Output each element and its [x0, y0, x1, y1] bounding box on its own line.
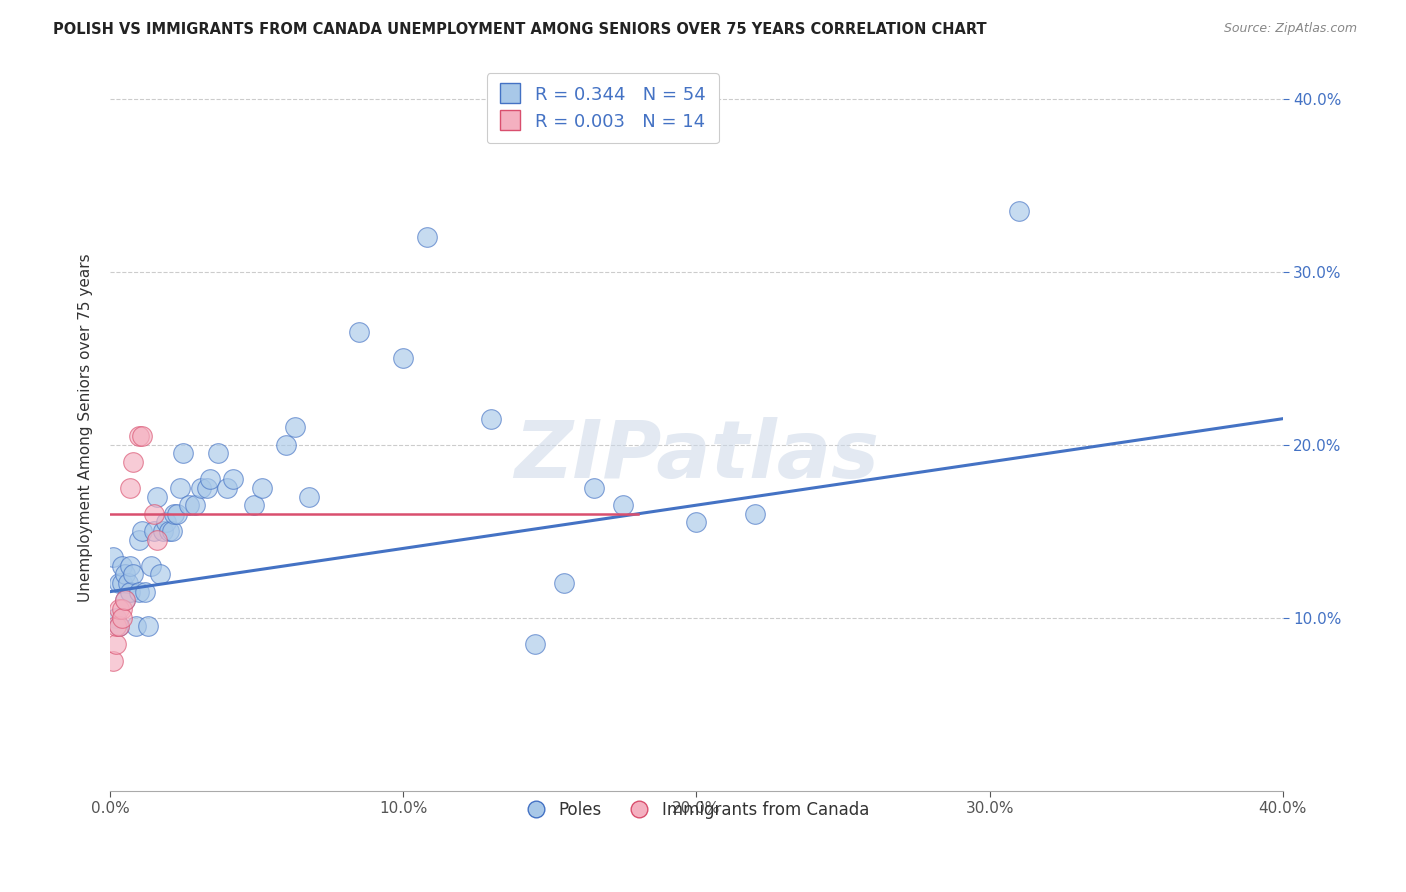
- Point: [179, 498, 201, 512]
- Point: [111, 610, 134, 624]
- Point: [392, 351, 415, 365]
- Point: [582, 481, 605, 495]
- Point: [169, 481, 191, 495]
- Point: [107, 576, 129, 591]
- Point: [114, 593, 136, 607]
- Point: [114, 593, 136, 607]
- Point: [120, 558, 142, 573]
- Point: [172, 446, 194, 460]
- Point: [347, 325, 370, 339]
- Point: [131, 429, 153, 443]
- Point: [107, 602, 129, 616]
- Point: [155, 516, 177, 530]
- Point: [114, 567, 136, 582]
- Point: [104, 636, 127, 650]
- Point: [157, 524, 180, 538]
- Point: [142, 507, 165, 521]
- Point: [190, 481, 212, 495]
- Point: [142, 524, 165, 538]
- Point: [479, 411, 502, 425]
- Point: [146, 533, 169, 547]
- Point: [415, 230, 437, 244]
- Point: [101, 550, 124, 565]
- Point: [553, 576, 575, 591]
- Point: [166, 507, 188, 521]
- Point: [612, 498, 634, 512]
- Point: [252, 481, 274, 495]
- Point: [101, 654, 124, 668]
- Point: [242, 498, 264, 512]
- Point: [149, 567, 172, 582]
- Point: [125, 619, 148, 633]
- Point: [1008, 204, 1031, 219]
- Point: [222, 472, 245, 486]
- Point: [298, 490, 321, 504]
- Point: [120, 584, 142, 599]
- Point: [685, 516, 707, 530]
- Point: [139, 558, 162, 573]
- Text: ZIPatlas: ZIPatlas: [515, 417, 879, 495]
- Point: [111, 558, 134, 573]
- Legend: Poles, Immigrants from Canada: Poles, Immigrants from Canada: [517, 795, 876, 826]
- Point: [744, 507, 766, 521]
- Point: [134, 584, 156, 599]
- Point: [117, 576, 139, 591]
- Point: [120, 481, 142, 495]
- Point: [524, 636, 547, 650]
- Point: [107, 619, 129, 633]
- Point: [104, 619, 127, 633]
- Point: [146, 490, 169, 504]
- Point: [198, 472, 221, 486]
- Point: [274, 437, 297, 451]
- Point: [284, 420, 307, 434]
- Point: [128, 584, 150, 599]
- Point: [111, 602, 134, 616]
- Point: [107, 619, 129, 633]
- Point: [136, 619, 159, 633]
- Point: [128, 429, 150, 443]
- Point: [131, 524, 153, 538]
- Point: [160, 524, 183, 538]
- Y-axis label: Unemployment Among Seniors over 75 years: Unemployment Among Seniors over 75 years: [79, 253, 93, 601]
- Point: [111, 576, 134, 591]
- Point: [128, 533, 150, 547]
- Point: [163, 507, 186, 521]
- Point: [152, 524, 174, 538]
- Point: [195, 481, 218, 495]
- Text: POLISH VS IMMIGRANTS FROM CANADA UNEMPLOYMENT AMONG SENIORS OVER 75 YEARS CORREL: POLISH VS IMMIGRANTS FROM CANADA UNEMPLO…: [53, 22, 987, 37]
- Point: [104, 610, 127, 624]
- Point: [122, 567, 145, 582]
- Point: [122, 455, 145, 469]
- Text: Source: ZipAtlas.com: Source: ZipAtlas.com: [1223, 22, 1357, 36]
- Point: [207, 446, 229, 460]
- Point: [184, 498, 207, 512]
- Point: [217, 481, 239, 495]
